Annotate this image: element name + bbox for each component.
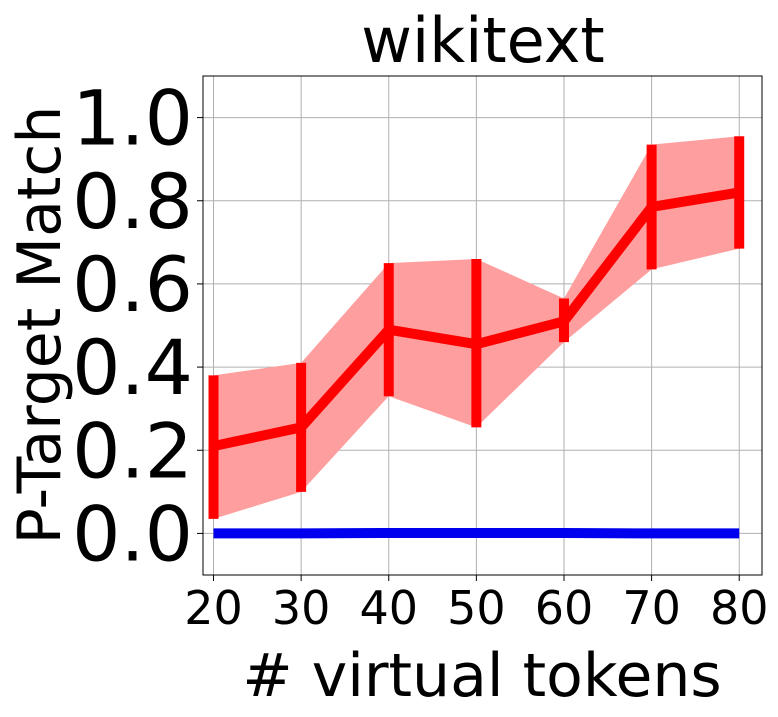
y-tick-label-1.0: 1.0 xyxy=(72,74,193,163)
x-tick-label-20: 20 xyxy=(184,581,243,635)
chart-title: wikitext xyxy=(361,4,604,77)
x-tick-label-50: 50 xyxy=(447,581,506,635)
plot-frame xyxy=(202,75,763,576)
y-tick-label-0.8: 0.8 xyxy=(72,157,193,246)
y-axis-label: P-Target Match xyxy=(5,106,75,545)
series-lines xyxy=(212,187,741,539)
y-axis-ticks: 0.00.20.40.60.81.0 xyxy=(72,74,203,578)
series-1-line xyxy=(212,187,741,451)
x-tick-label-60: 60 xyxy=(535,581,594,635)
y-tick-label-0.0: 0.0 xyxy=(72,489,193,578)
x-tick-label-40: 40 xyxy=(359,581,418,635)
x-axis-label: # virtual tokens xyxy=(242,641,721,711)
x-axis-ticks: 20 30 40 50 60 70 80 xyxy=(184,575,768,635)
x-tick-label-70: 70 xyxy=(622,581,681,635)
x-tick-label-80: 80 xyxy=(710,581,769,635)
y-tick-label-0.4: 0.4 xyxy=(72,323,193,412)
y-tick-label-0.6: 0.6 xyxy=(72,240,193,329)
y-tick-label-0.2: 0.2 xyxy=(72,406,193,495)
x-tick-label-30: 30 xyxy=(272,581,331,635)
